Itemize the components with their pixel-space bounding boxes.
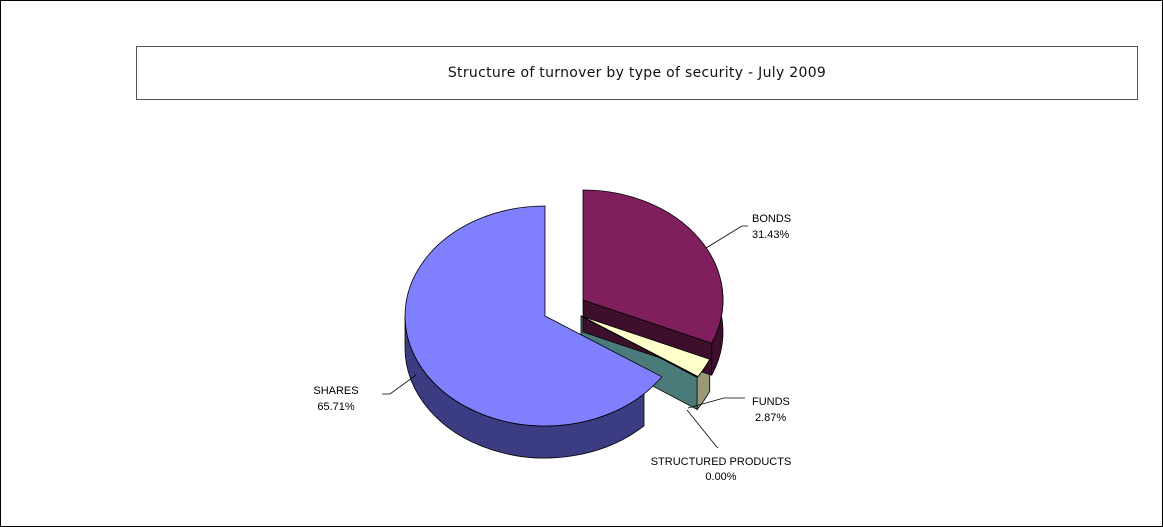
bonds-leader-line <box>705 225 748 249</box>
funds-slice <box>580 315 711 378</box>
structured-products-label: STRUCTURED PRODUCTS <box>651 456 792 468</box>
chart-title-box: Structure of turnover by type of securit… <box>136 46 1138 100</box>
shares-value: 65.71% <box>317 401 355 413</box>
structured-products-leader-line <box>686 409 719 449</box>
shares-label: SHARES <box>313 385 358 397</box>
funds-label: FUNDS <box>752 396 790 408</box>
data-labels: BONDS 31.43% FUNDS 2.87% STRUCTURED PROD… <box>313 213 791 483</box>
shares-leader-line <box>382 374 417 395</box>
funds-value: 2.87% <box>755 412 786 424</box>
bonds-slice <box>582 189 724 344</box>
bonds-value: 31.43% <box>752 229 790 241</box>
chart-title: Structure of turnover by type of securit… <box>447 65 827 81</box>
shares-slice <box>404 205 663 427</box>
leader-lines <box>382 225 748 449</box>
bonds-label: BONDS <box>752 213 791 225</box>
funds-leader-line <box>687 397 745 409</box>
pie-tops <box>404 189 724 427</box>
structured-products-value: 0.00% <box>705 471 736 483</box>
